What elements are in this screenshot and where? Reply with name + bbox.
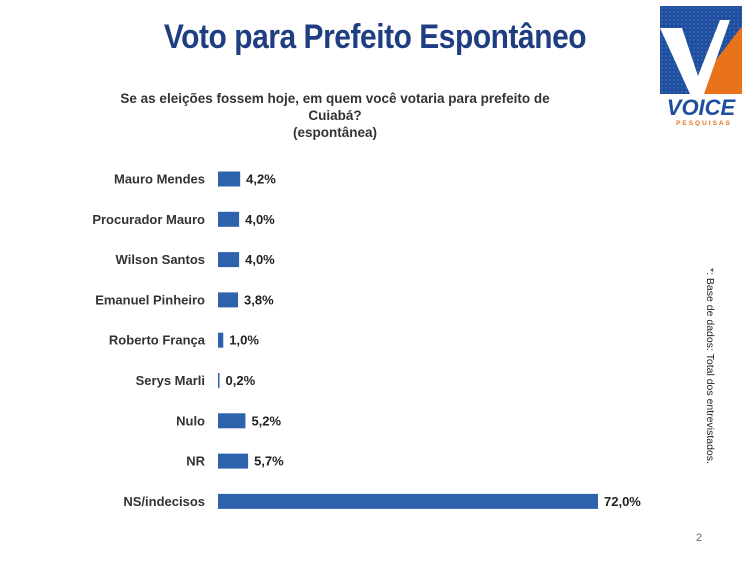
chart-subtitle: Se as eleições fossem hoje, em quem você… — [100, 90, 570, 141]
bar — [218, 453, 249, 469]
page-title: Voto para Prefeito Espontâneo — [163, 18, 587, 56]
category-label: NR — [186, 454, 205, 469]
bar — [218, 171, 241, 187]
voice-pesquisas-logo: VOICE PESQUISAS — [660, 6, 742, 126]
bar — [218, 413, 246, 429]
bar — [218, 493, 598, 509]
bar — [218, 332, 224, 348]
bar-chart: Mauro Mendes 4,2% Procurador Mauro 4,0% Wils… — [92, 171, 641, 509]
category-label: Roberto França — [109, 333, 206, 348]
value-label: 3,8% — [244, 292, 274, 307]
value-label: 0,2% — [226, 373, 256, 388]
value-label: 4,0% — [245, 212, 275, 227]
bar — [218, 292, 239, 308]
bar — [218, 373, 220, 388]
value-label: 5,7% — [254, 454, 284, 469]
data-base-footnote: *: Base de dados: Total dos entrevistado… — [704, 268, 716, 464]
subtitle-question: Se as eleições fossem hoje, em quem você… — [120, 91, 550, 123]
category-label: Wilson Santos — [116, 252, 205, 267]
logo-wordmark: VOICE — [667, 95, 737, 120]
bar — [218, 211, 240, 227]
category-label: NS/indecisos — [123, 494, 205, 509]
category-label: Nulo — [176, 413, 205, 428]
category-label: Mauro Mendes — [114, 172, 205, 187]
value-label: 4,2% — [246, 172, 276, 187]
value-label: 72,0% — [604, 494, 641, 509]
value-label: 4,0% — [245, 252, 275, 267]
bar — [218, 252, 240, 268]
category-label: Serys Marli — [136, 373, 205, 388]
value-label: 1,0% — [229, 333, 259, 348]
logo-tagline: PESQUISAS — [676, 120, 732, 126]
category-label: Emanuel Pinheiro — [95, 292, 205, 307]
page-number: 2 — [696, 532, 703, 544]
subtitle-note: (espontânea) — [292, 125, 377, 140]
value-label: 5,2% — [251, 413, 281, 428]
category-label: Procurador Mauro — [92, 212, 205, 227]
